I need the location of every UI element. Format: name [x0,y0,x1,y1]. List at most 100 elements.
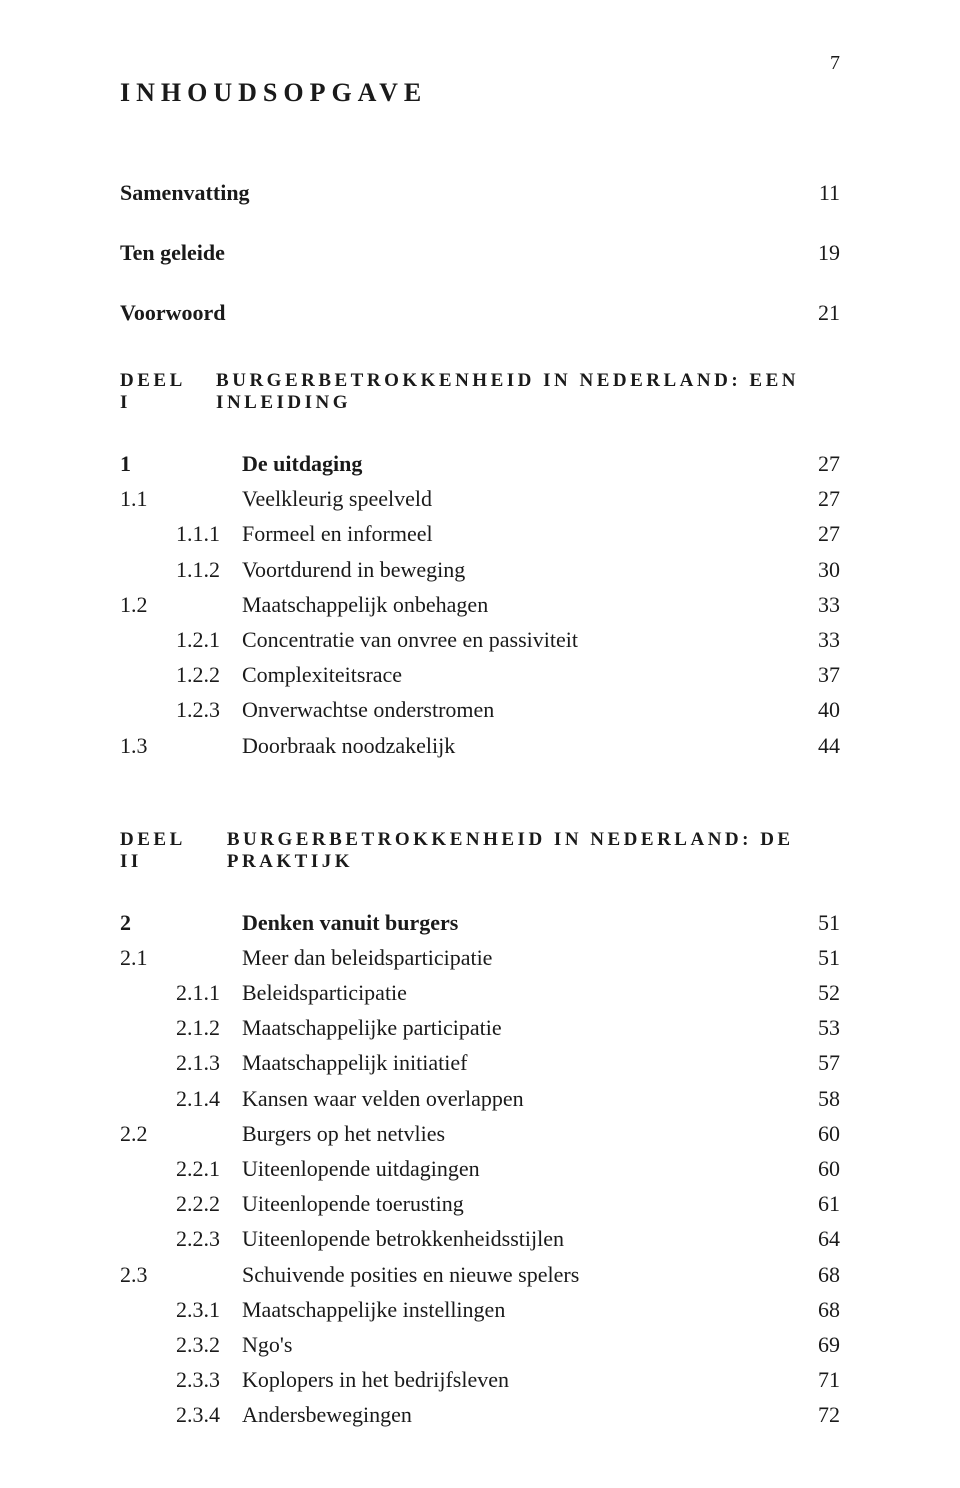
front-matter-page: 21 [818,300,840,326]
toc-row: 2.3.4Andersbewegingen72 [120,1397,840,1432]
toc-page-number: 68 [794,1257,840,1292]
toc-row: 2.3 Schuivende posities en nieuwe spelers… [120,1257,840,1292]
toc-text: Uiteenlopende betrokkenheidsstijlen [242,1221,794,1256]
toc-page-number: 51 [794,905,840,940]
part-heading-1: DEEL I BURGERBETROKKENHEID IN NEDERLAND:… [120,370,840,414]
toc-subnumber: 2.1.4 [176,1081,242,1116]
part-label: DEEL II [120,829,203,873]
toc-text: Concentratie van onvree en passiviteit [242,622,794,657]
toc-row: 2.1.2Maatschappelijke participatie53 [120,1010,840,1045]
chapter-1-entries: 1 De uitdaging27 1.1 Veelkleurig speelveld2… [120,446,840,763]
toc-text: Voortdurend in beweging [242,552,794,587]
toc-text: Kansen waar velden overlappen [242,1081,794,1116]
toc-row: 2.1.1Beleidsparticipatie52 [120,975,840,1010]
toc-text: Veelkleurig speelveld [242,481,794,516]
toc-number: 2.1 [120,940,176,975]
toc-number: 1 [120,446,176,481]
toc-page-number: 33 [794,587,840,622]
toc-number: 2.3 [120,1257,176,1292]
chapter-2-entries: 2 Denken vanuit burgers512.1Meer dan bele… [120,905,840,1433]
toc-number: 1.3 [120,728,176,763]
toc-row: 1.1.2Voortdurend in beweging30 [120,552,840,587]
toc-row: 2.2 Burgers op het netvlies60 [120,1116,840,1151]
toc-page-number: 60 [794,1116,840,1151]
toc-row: 1.2.3Onverwachtse onderstromen40 [120,692,840,727]
toc-text: Beleidsparticipatie [242,975,794,1010]
toc-subnumber: 1.1.2 [176,552,242,587]
toc-page-number: 30 [794,552,840,587]
toc-text: De uitdaging [242,446,794,481]
front-matter-row: Voorwoord 21 [120,300,840,326]
toc-row: 1.2.2Complexiteitsrace37 [120,657,840,692]
toc-subnumber: 1.2.2 [176,657,242,692]
toc-page-number: 61 [794,1186,840,1221]
toc-subnumber: 2.2.3 [176,1221,242,1256]
toc-subnumber: 2.3.4 [176,1397,242,1432]
toc-text: Andersbewegingen [242,1397,794,1432]
toc-row: 2.1Meer dan beleidsparticipatie51 [120,940,840,975]
toc-subnumber: 2.3.2 [176,1327,242,1362]
toc-page-number: 27 [794,446,840,481]
toc-page-number: 44 [794,728,840,763]
toc-page-number: 40 [794,692,840,727]
toc-text: Schuivende posities en nieuwe spelers [242,1257,794,1292]
toc-row: 2.3.2Ngo's69 [120,1327,840,1362]
toc-page-number: 71 [794,1362,840,1397]
toc-page-number: 51 [794,940,840,975]
toc-row: 2.3.1Maatschappelijke instellingen68 [120,1292,840,1327]
part-title: BURGERBETROKKENHEID IN NEDERLAND: DE PRA… [227,829,840,873]
toc-subnumber: 1.1.1 [176,516,242,551]
toc-page-number: 57 [794,1045,840,1080]
toc-text: Denken vanuit burgers [242,905,794,940]
toc-text: Maatschappelijk onbehagen [242,587,794,622]
toc-text: Maatschappelijke instellingen [242,1292,794,1327]
toc-text: Uiteenlopende toerusting [242,1186,794,1221]
toc-row: 1.3Doorbraak noodzakelijk44 [120,728,840,763]
toc-subnumber: 2.2.1 [176,1151,242,1186]
toc-page-number: 52 [794,975,840,1010]
toc-subnumber: 1.2.3 [176,692,242,727]
toc-row: 2.1.3Maatschappelijk initiatief57 [120,1045,840,1080]
toc-page: 7 INHOUDSOPGAVE Samenvatting11Ten geleid… [0,0,960,1488]
toc-row: 2.2.3Uiteenlopende betrokkenheidsstijlen… [120,1221,840,1256]
toc-text: Uiteenlopende uitdagingen [242,1151,794,1186]
front-matter-page: 19 [818,240,840,266]
toc-row: 2.2.1Uiteenlopende uitdagingen60 [120,1151,840,1186]
toc-text: Ngo's [242,1327,794,1362]
toc-text: Maatschappelijke participatie [242,1010,794,1045]
toc-text: Burgers op het netvlies [242,1116,794,1151]
toc-row: 1 De uitdaging27 [120,446,840,481]
toc-page-number: 60 [794,1151,840,1186]
toc-page-number: 72 [794,1397,840,1432]
toc-text: Complexiteitsrace [242,657,794,692]
toc-number: 2.2 [120,1116,176,1151]
toc-page-number: 37 [794,657,840,692]
toc-page-number: 53 [794,1010,840,1045]
part-label: DEEL I [120,370,192,414]
toc-page-number: 27 [794,516,840,551]
toc-row: 1.2Maatschappelijk onbehagen33 [120,587,840,622]
toc-page-number: 68 [794,1292,840,1327]
front-matter-label: Samenvatting [120,180,250,206]
toc-row: 1.1.1Formeel en informeel27 [120,516,840,551]
toc-text: Maatschappelijk initiatief [242,1045,794,1080]
toc-subnumber: 2.1.1 [176,975,242,1010]
toc-row: 2.3.3Koplopers in het bedrijfsleven71 [120,1362,840,1397]
toc-subnumber: 1.2.1 [176,622,242,657]
toc-row: 1.1 Veelkleurig speelveld27 [120,481,840,516]
front-matter-label: Voorwoord [120,300,226,326]
toc-subnumber: 2.3.3 [176,1362,242,1397]
toc-subnumber: 2.3.1 [176,1292,242,1327]
front-matter-row: Ten geleide19 [120,240,840,266]
toc-number: 2 [120,905,176,940]
toc-page-number: 27 [794,481,840,516]
toc-text: Formeel en informeel [242,516,794,551]
toc-number: 1.1 [120,481,176,516]
toc-page-number: 69 [794,1327,840,1362]
toc-text: Koplopers in het bedrijfsleven [242,1362,794,1397]
front-matter-page: 11 [819,180,840,206]
front-matter-row: Samenvatting 11 [120,180,840,206]
toc-subnumber: 2.1.2 [176,1010,242,1045]
page-title: INHOUDSOPGAVE [120,78,840,108]
part-title: BURGERBETROKKENHEID IN NEDERLAND: EEN IN… [216,370,840,414]
